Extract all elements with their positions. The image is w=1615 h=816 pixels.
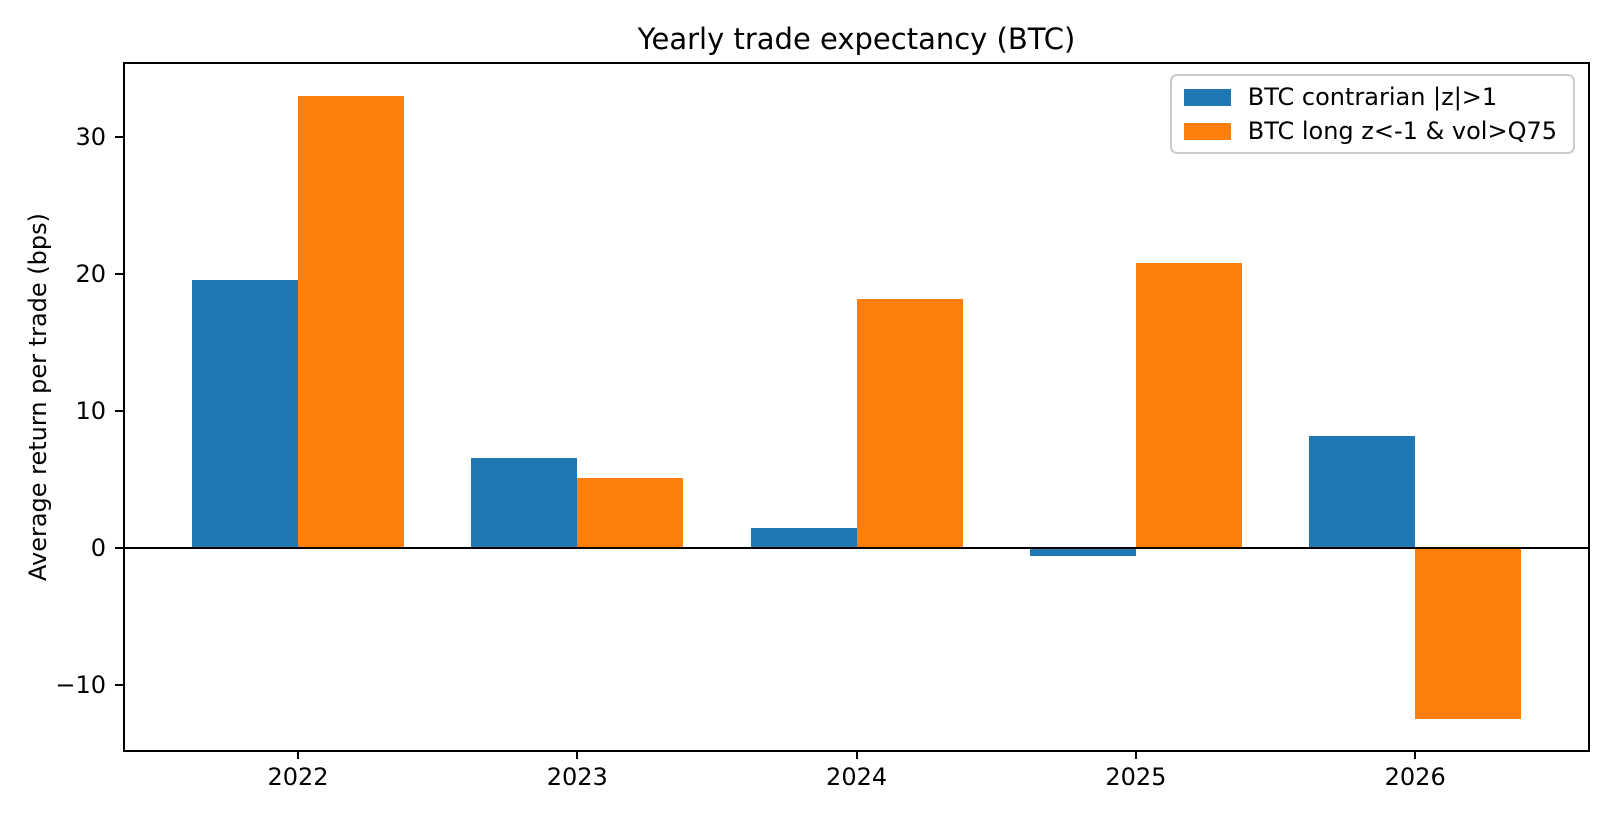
legend-swatch-icon [1183,122,1231,140]
y-tick-mark-30 [115,136,123,138]
y-tick-label-30: 30 [75,123,106,151]
y-tick-mark-10 [115,410,123,413]
y-tick-mark--10 [115,684,123,687]
x-tick-label-2022: 2022 [267,763,329,791]
x-tick-label-2024: 2024 [826,763,888,791]
bar-2022-series-1 [298,95,404,549]
zero-line [124,547,1589,550]
bar-2025-series-0 [1029,548,1136,557]
bar-2026-series-0 [1309,435,1416,549]
y-tick-mark-20 [115,273,123,276]
x-tick-label-2023: 2023 [546,763,608,791]
legend-label-0: BTC contrarian |z|>1 [1247,83,1498,111]
y-tick-label-20: 20 [75,260,106,289]
y-tick-label-0: 0 [90,534,106,563]
chart-title: Yearly trade expectancy (BTC) [637,22,1076,56]
bar-2023-series-0 [471,457,578,549]
x-tick-mark-2026 [1414,751,1417,759]
legend-swatch-icon [1183,88,1231,106]
bar-2022-series-0 [192,279,298,549]
y-tick-label--10: −10 [55,671,106,700]
x-tick-label-2026: 2026 [1384,763,1446,791]
y-tick-label-10: 10 [75,397,106,426]
legend: BTC contrarian |z|>1 BTC long z<-1 & vol>… [1169,74,1575,154]
x-tick-mark-2024 [855,751,858,759]
x-tick-mark-2025 [1134,751,1137,759]
bar-2024-series-1 [856,298,963,549]
bar-2023-series-1 [577,478,684,549]
legend-row-0: BTC contrarian |z|>1 [1183,82,1557,112]
x-tick-mark-2023 [576,751,579,759]
bar-2024-series-0 [750,527,857,549]
legend-label-1: BTC long z<-1 & vol>Q75 [1247,117,1557,145]
legend-row-1: BTC long z<-1 & vol>Q75 [1183,116,1557,146]
y-tick-mark-0 [115,547,123,550]
bar-2026-series-1 [1415,548,1522,720]
bar-2025-series-1 [1135,263,1242,549]
x-tick-label-2025: 2025 [1105,763,1167,791]
x-tick-mark-2022 [297,751,299,759]
